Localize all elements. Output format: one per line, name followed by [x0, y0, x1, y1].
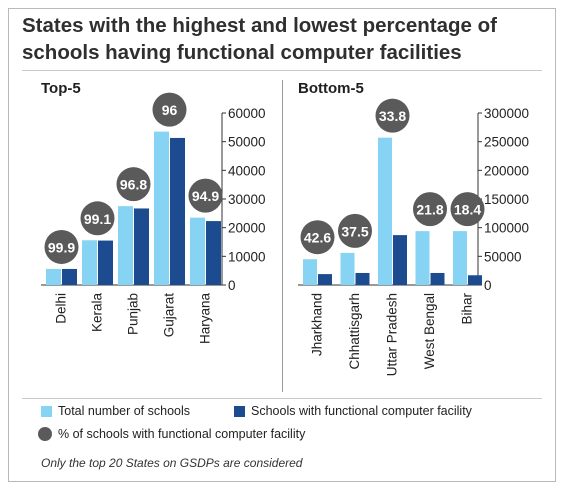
y-tick-label: 300000 [484, 106, 529, 121]
y-tick-label: 150000 [484, 192, 529, 207]
percent-label: 18.4 [454, 202, 481, 218]
y-tick-label: 50000 [228, 135, 266, 150]
y-tick-label: 50000 [484, 249, 522, 264]
legend-swatch-total [41, 405, 52, 417]
bar-total-delhi [46, 268, 61, 285]
bar-functional-bihar [468, 275, 482, 285]
percent-bubble [338, 213, 372, 248]
legend-label-functional: Schools with functional computer facilit… [251, 404, 472, 418]
panel-title-bottom5: Bottom-5 [298, 80, 364, 97]
percent-label: 99.1 [84, 211, 111, 227]
bar-functional-gujarat [170, 137, 185, 285]
bar-total-bihar [453, 231, 467, 285]
x-tick-label: Kerala [90, 293, 105, 333]
y-tick-label: 40000 [228, 163, 266, 178]
legend-item-functional: Schools with functional computer facilit… [234, 404, 472, 418]
legend-divider [22, 398, 542, 399]
percent-label: 96.8 [120, 177, 147, 193]
x-tick-label: Punjab [126, 293, 141, 335]
percent-label: 96 [162, 102, 178, 118]
bar-functional-jharkhand [318, 274, 332, 285]
x-tick-label: Bihar [460, 292, 475, 324]
bar-functional-chhattisgarh [355, 272, 370, 285]
percent-label: 94.9 [192, 188, 219, 204]
bar-functional-delhi [62, 268, 77, 285]
x-tick-label: Delhi [54, 293, 69, 324]
bar-functional-uttar-pradesh [393, 235, 407, 285]
footnote: Only the top 20 States on GSDPs are cons… [41, 456, 303, 470]
bar-functional-west-bengal [430, 272, 445, 285]
percent-bubble [300, 220, 335, 255]
bar-total-chhattisgarh [340, 252, 355, 285]
bar-total-gujarat [154, 131, 169, 285]
percent-label: 42.6 [304, 230, 331, 246]
x-tick-label: Chhattisgarh [347, 293, 362, 370]
legend-label-total: Total number of schools [58, 404, 191, 418]
y-tick-label: 10000 [228, 249, 266, 264]
percent-label: 37.5 [341, 223, 368, 239]
bar-functional-kerala [98, 240, 113, 285]
bar-functional-punjab [134, 208, 149, 285]
percent-bubble [152, 92, 187, 127]
y-tick-label: 0 [228, 278, 236, 293]
x-tick-label: Haryana [198, 293, 213, 345]
legend-swatch-functional [234, 405, 245, 417]
percent-bubble [44, 229, 79, 264]
y-tick-label: 60000 [228, 106, 266, 121]
bar-total-uttar-pradesh [378, 137, 392, 285]
legend-label-percent: % of schools with functional computer fa… [58, 427, 306, 441]
chart-title: States with the highest and lowest perce… [22, 14, 497, 64]
percent-bubble [80, 201, 115, 236]
percent-label: 33.8 [379, 108, 406, 124]
y-tick-label: 100000 [484, 221, 529, 236]
percent-label: 99.9 [48, 239, 75, 255]
bar-functional-haryana [206, 221, 221, 285]
x-tick-label: Jharkhand [310, 293, 325, 356]
percent-bubble [375, 98, 410, 133]
legend-item-total: Total number of schools [41, 404, 190, 418]
legend-swatch-percent [38, 427, 52, 441]
y-tick-label: 200000 [484, 163, 529, 178]
percent-label: 21.8 [416, 202, 443, 218]
title-divider [22, 70, 542, 71]
x-tick-label: Gujarat [162, 293, 177, 338]
y-tick-label: 30000 [228, 192, 266, 207]
panel-divider [282, 80, 283, 392]
percent-bubble [188, 178, 223, 213]
x-tick-label: Uttar Pradesh [385, 293, 400, 376]
bar-total-punjab [118, 206, 133, 285]
percent-bubble [413, 192, 447, 227]
bar-total-west-bengal [415, 231, 430, 285]
percent-bubble [450, 192, 485, 227]
bar-total-jharkhand [303, 259, 317, 285]
bar-total-kerala [82, 240, 97, 285]
panel-title-top5: Top-5 [41, 80, 81, 97]
legend-item-percent: % of schools with functional computer fa… [38, 427, 305, 441]
x-tick-label: West Bengal [422, 293, 437, 369]
y-tick-label: 20000 [228, 221, 266, 236]
y-tick-label: 250000 [484, 135, 529, 150]
y-tick-label: 0 [484, 278, 492, 293]
percent-bubble [116, 167, 151, 202]
bar-total-haryana [190, 217, 205, 285]
